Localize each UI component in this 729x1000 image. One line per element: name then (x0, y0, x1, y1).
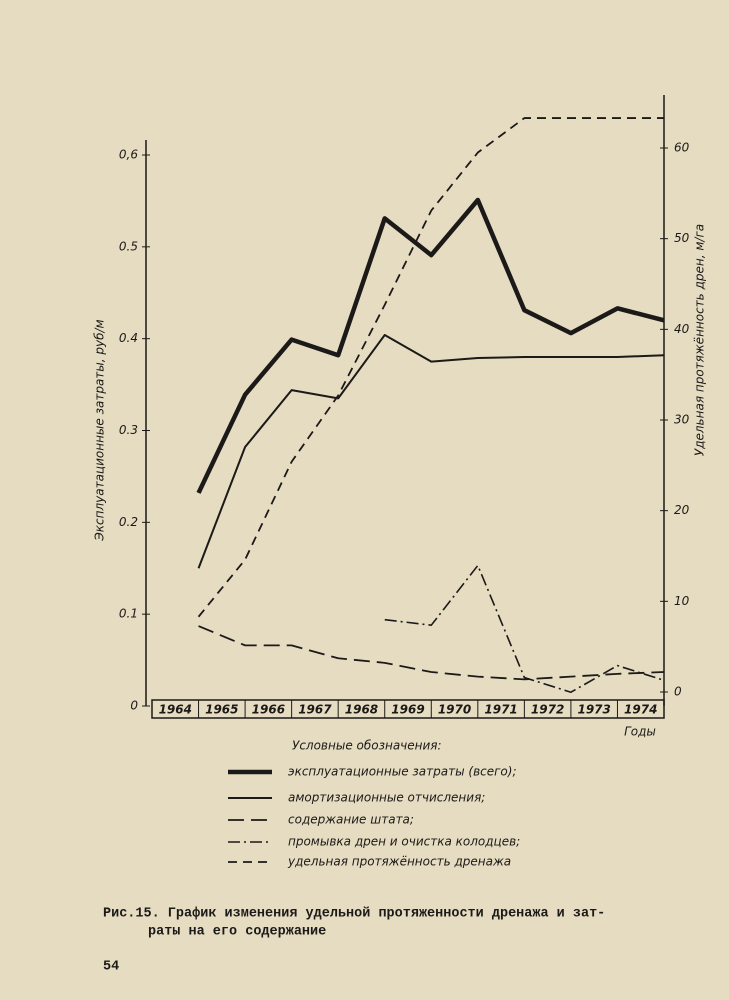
y2-tick-label: 20 (674, 503, 690, 517)
x-tick-label: 1970 (438, 703, 471, 717)
series-line (384, 564, 665, 694)
x-axis-band (151, 699, 665, 719)
y-tick-label: 0,6 (119, 148, 138, 162)
x-tick-label: 1967 (298, 703, 332, 717)
y2-tick-label: 10 (674, 594, 690, 608)
y2-tick-label: 50 (674, 231, 690, 245)
x-tick-label: 1965 (205, 703, 238, 717)
legend-label: амортизационные отчисления; (288, 791, 485, 805)
legend-label: промывка дрен и очистка колодцев; (288, 835, 520, 849)
y-axis-title: Эксплуатационные затраты, руб/м (93, 319, 107, 541)
y-tick-label: 0.4 (119, 331, 138, 345)
y2-tick-label: 40 (674, 322, 690, 336)
x-tick-label: 1966 (252, 703, 285, 717)
y-tick-label: 0.2 (119, 515, 138, 529)
y-tick-label: 0 (130, 699, 138, 713)
series-line (197, 333, 665, 569)
series-line (198, 625, 665, 681)
caption: Рис.15. График изменения удельной протяж… (103, 907, 605, 922)
y2-tick-label: 60 (674, 141, 690, 155)
x-axis-title: Годы (624, 725, 656, 739)
y-tick-label: 0.5 (119, 239, 138, 253)
x-tick-label: 1971 (484, 703, 517, 717)
y2-axis-title: Удельная протяжённость дрен, м/га (693, 224, 707, 456)
y2-tick-label: 30 (674, 413, 690, 427)
x-tick-label: 1968 (345, 703, 378, 717)
y2-tick-label: 0 (674, 685, 682, 699)
legend-label: удельная протяжённость дренажа (287, 855, 511, 869)
legend-label: эксплуатационные затраты (всего); (288, 765, 517, 779)
y-tick-label: 0.1 (119, 607, 138, 621)
x-tick-label: 1973 (577, 703, 610, 717)
x-tick-label: 1964 (159, 703, 192, 717)
series-line (196, 197, 665, 494)
x-tick-label: 1974 (624, 703, 657, 717)
legend-title: Условные обозначения: (292, 739, 442, 753)
series-line (197, 117, 664, 618)
page-number: 54 (103, 960, 119, 975)
legend-label: содержание штата; (288, 813, 414, 827)
y-tick-label: 0.3 (119, 423, 138, 437)
x-tick-label: 1972 (531, 703, 564, 717)
caption: раты на его содержание (148, 925, 326, 940)
x-tick-label: 1969 (391, 703, 424, 717)
